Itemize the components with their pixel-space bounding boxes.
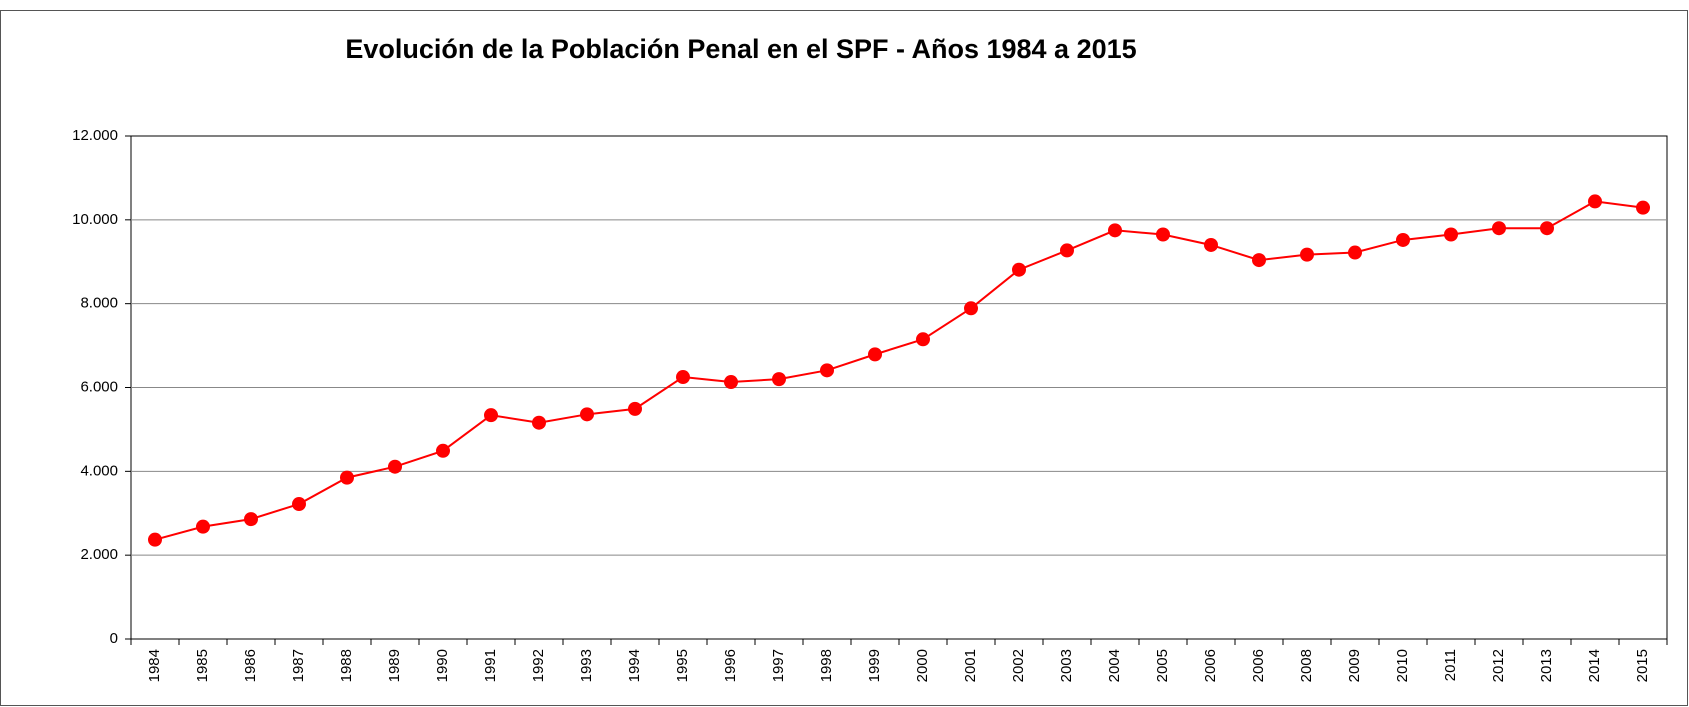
y-tick-label: 6.000 — [80, 378, 118, 395]
data-point — [1540, 221, 1554, 236]
data-point — [244, 512, 258, 527]
data-point — [964, 301, 978, 316]
data-point — [1492, 221, 1506, 236]
x-tick-label: 2014 — [1586, 649, 1603, 682]
data-point — [148, 532, 162, 547]
data-point — [1252, 253, 1266, 268]
x-tick-label: 2006 — [1202, 649, 1219, 682]
data-point — [1012, 262, 1026, 277]
x-tick-label: 1994 — [626, 649, 643, 682]
x-tick-label: 2004 — [1106, 649, 1123, 682]
y-tick-label: 12.000 — [72, 127, 118, 144]
data-point — [1636, 200, 1650, 215]
x-tick-label: 1993 — [578, 649, 595, 682]
x-tick-label: 2006 — [1250, 649, 1267, 682]
x-tick-label: 1987 — [290, 649, 307, 682]
x-tick-label: 2003 — [1058, 649, 1075, 682]
y-tick-label: 2.000 — [80, 546, 118, 563]
data-point — [340, 470, 354, 485]
data-point — [628, 401, 642, 416]
data-point — [1060, 243, 1074, 258]
x-tick-label: 1992 — [530, 649, 547, 682]
data-point — [772, 372, 786, 387]
data-point — [436, 443, 450, 458]
data-point — [820, 363, 834, 378]
chart-title: Evolución de la Población Penal en el SP… — [345, 34, 1136, 64]
data-point — [1396, 232, 1410, 247]
data-point — [868, 347, 882, 362]
data-point — [1588, 194, 1602, 209]
data-point — [292, 497, 306, 512]
y-tick-label: 8.000 — [80, 295, 118, 312]
data-point — [196, 519, 210, 534]
x-tick-label: 2011 — [1442, 649, 1459, 681]
x-tick-label: 2009 — [1346, 649, 1363, 682]
y-tick-label: 10.000 — [72, 211, 118, 228]
x-tick-label: 1988 — [338, 649, 355, 682]
data-point — [1348, 245, 1362, 260]
x-tick-label: 1999 — [866, 649, 883, 682]
x-tick-label: 1995 — [674, 649, 691, 682]
x-tick-label: 1998 — [818, 649, 835, 682]
data-point — [1300, 247, 1314, 262]
x-tick-label: 2002 — [1010, 649, 1027, 682]
data-point — [916, 332, 930, 347]
data-point — [1204, 237, 1218, 252]
data-point — [388, 459, 402, 474]
x-tick-label: 1989 — [386, 649, 403, 682]
x-tick-label: 1985 — [194, 649, 211, 682]
series-line — [154, 200, 1644, 541]
data-point — [532, 415, 546, 430]
chart-border — [0, 10, 1688, 706]
x-tick-label: 1996 — [722, 649, 739, 682]
x-tick-label: 1991 — [482, 649, 499, 682]
x-tick-label: 2015 — [1634, 649, 1651, 682]
x-tick-label: 2000 — [914, 649, 931, 682]
x-tick-label: 2001 — [962, 649, 979, 682]
x-tick-label: 2005 — [1154, 649, 1171, 682]
x-tick-label: 1986 — [242, 649, 259, 682]
x-tick-label: 2013 — [1538, 649, 1555, 682]
data-point — [1108, 223, 1122, 238]
y-tick-label: 4.000 — [80, 462, 118, 479]
data-point — [1156, 227, 1170, 242]
data-point — [1444, 227, 1458, 242]
x-tick-label: 2012 — [1490, 649, 1507, 682]
data-point — [580, 407, 594, 422]
x-tick-label: 1997 — [770, 649, 787, 682]
x-tick-label: 1990 — [434, 649, 451, 682]
x-tick-label: 2008 — [1298, 649, 1315, 682]
data-point — [724, 375, 738, 390]
data-point — [484, 408, 498, 423]
x-tick-label: 1984 — [146, 649, 163, 682]
x-tick-label: 2010 — [1394, 649, 1411, 682]
data-point — [676, 370, 690, 385]
y-tick-label: 0 — [110, 630, 118, 647]
